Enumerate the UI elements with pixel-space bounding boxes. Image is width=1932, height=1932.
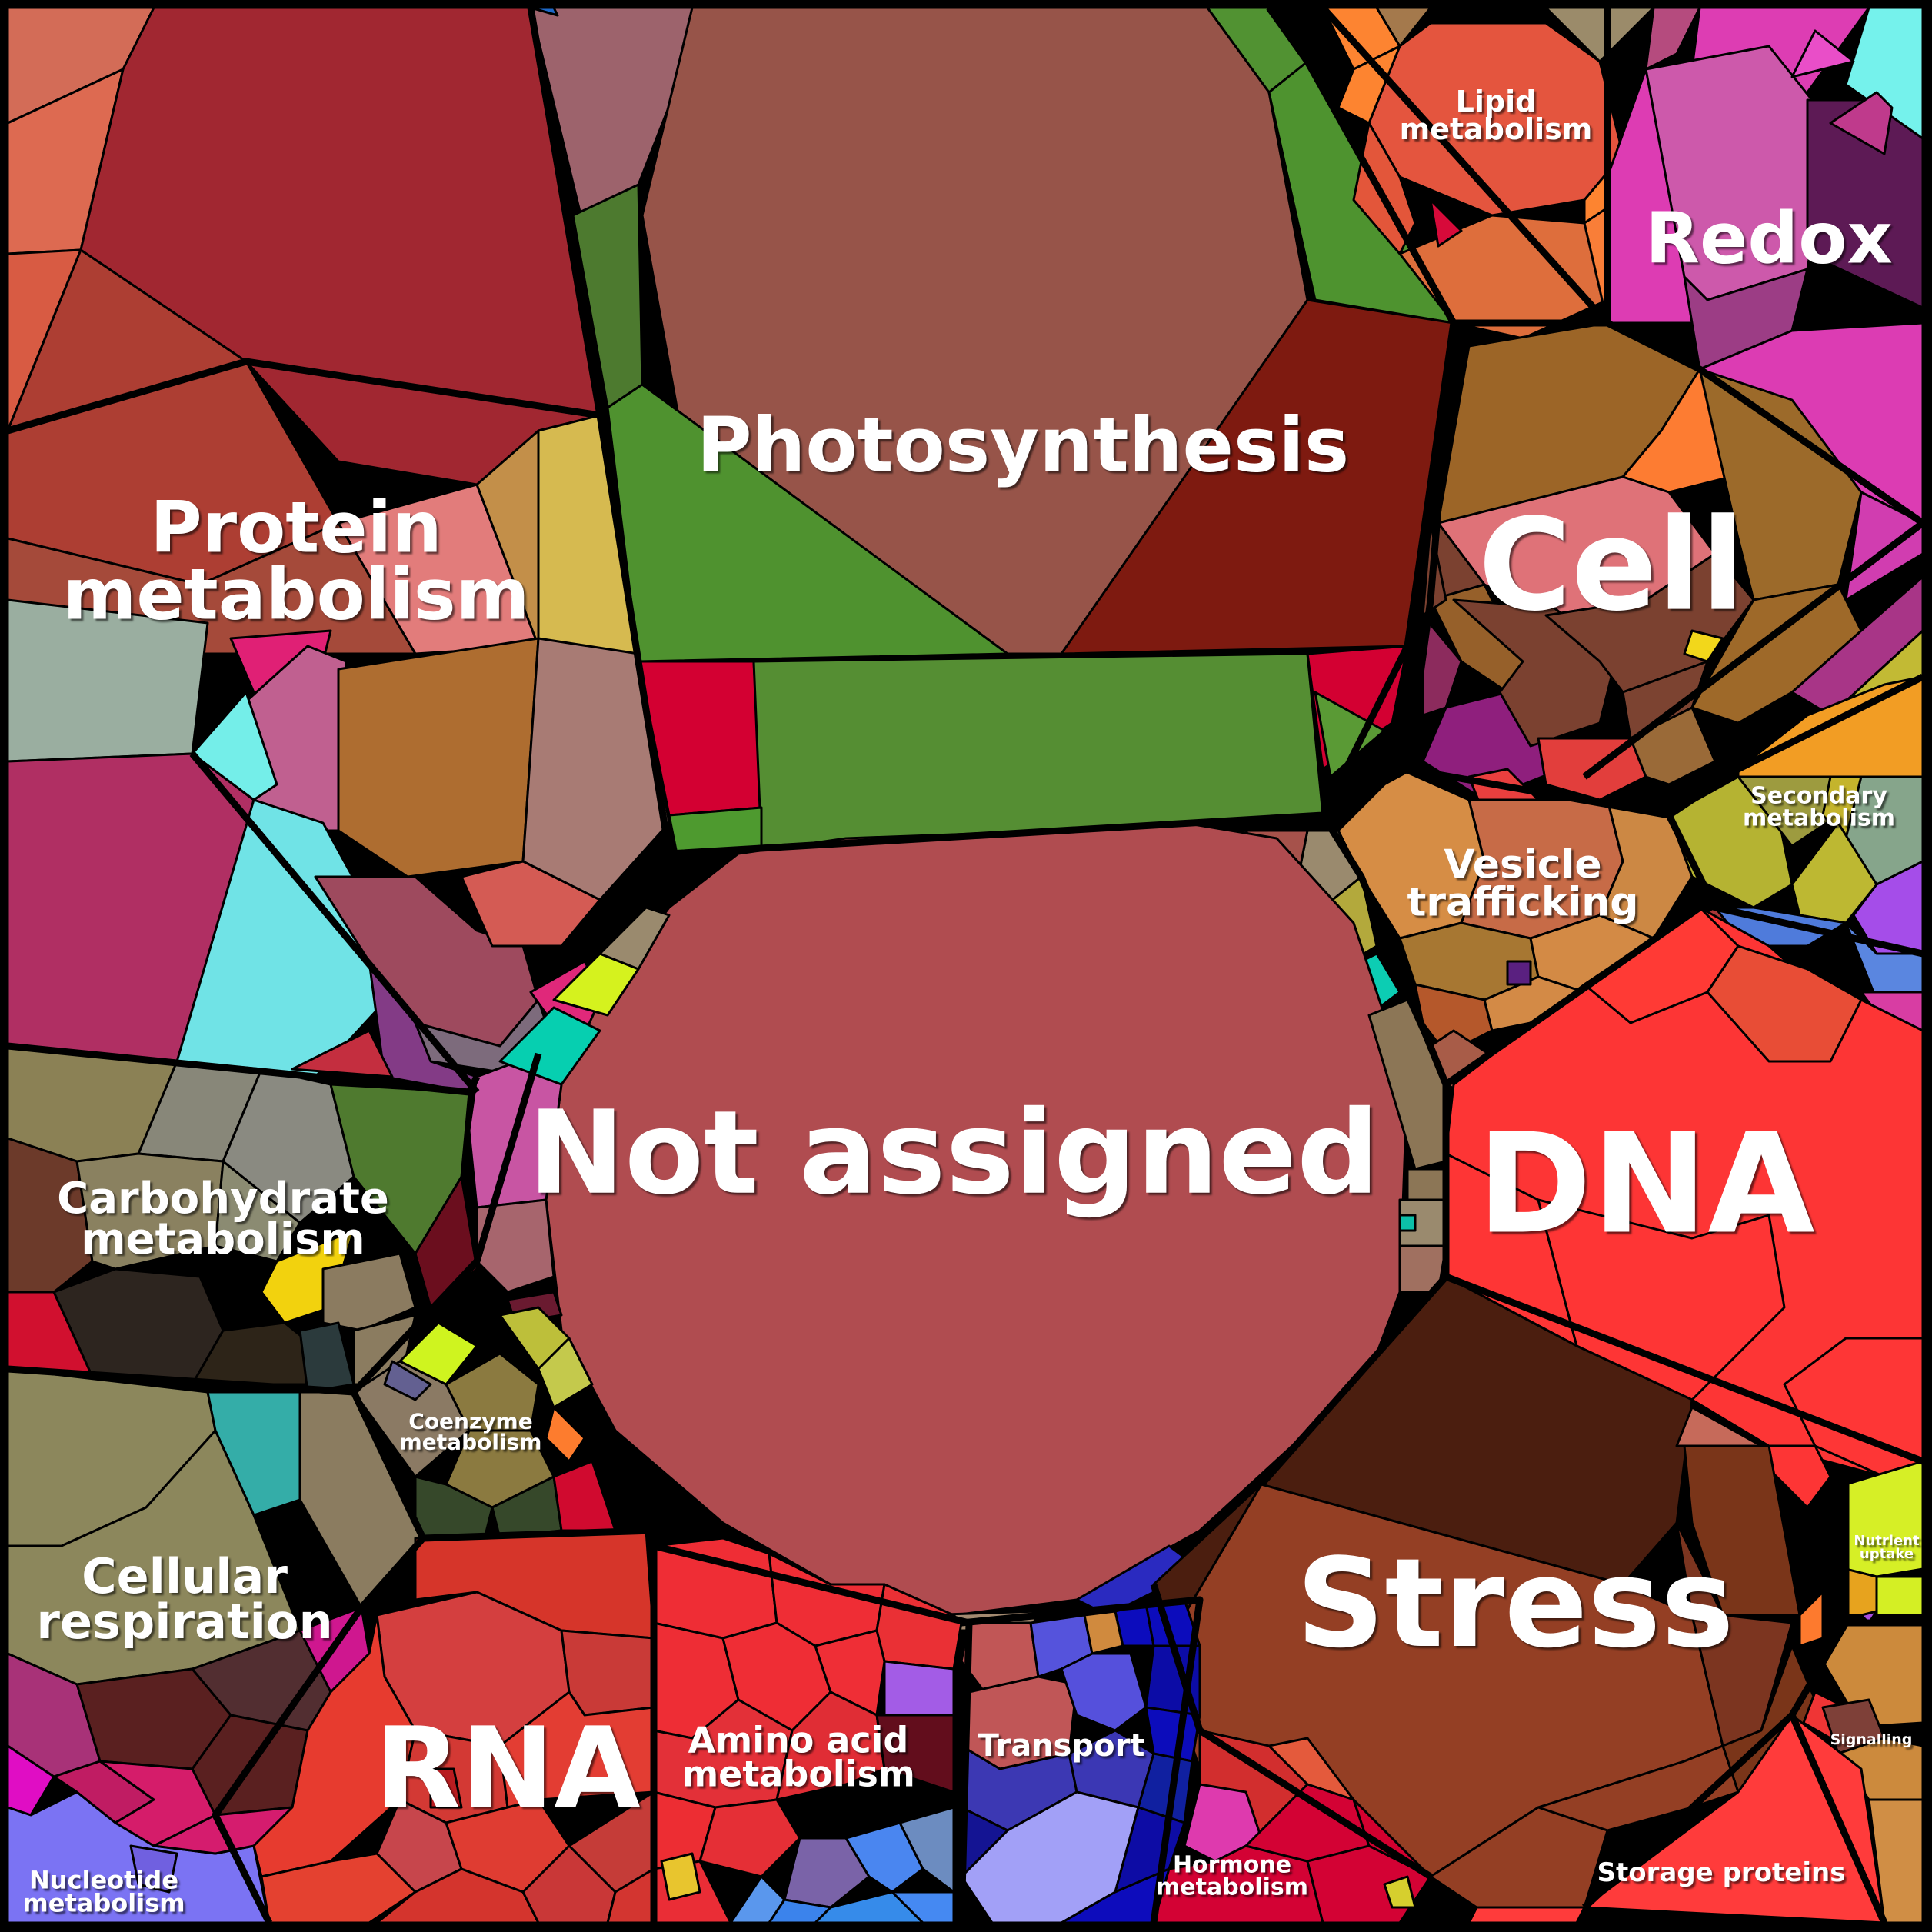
label-text: Protein metabolism <box>62 486 530 636</box>
label-hormone-metabolism: Hormone metabolism <box>1156 1851 1308 1900</box>
region-carbohydrate-metabolism <box>6 1044 478 1394</box>
region-cell <box>1421 321 1924 817</box>
region-storage-proteins <box>1467 1714 1886 1924</box>
label-nutrient-uptake: Nutrient uptake <box>1854 1534 1919 1561</box>
label-dna: DNA <box>1477 1115 1814 1254</box>
label-text: Vesicle trafficking <box>1407 841 1639 926</box>
region-amino-acid-metabolism <box>652 1537 963 1924</box>
label-signalling: Signalling <box>1830 1730 1913 1748</box>
label-text: Signalling <box>1830 1730 1913 1748</box>
label-text: Cellular respiration <box>36 1548 333 1650</box>
region-rna <box>252 1529 655 1924</box>
label-text: Lipid metabolism <box>1399 84 1593 146</box>
label-carbohydrate-metabolism: Carbohydrate metabolism <box>57 1177 389 1261</box>
label-protein-metabolism: Protein metabolism <box>62 492 529 631</box>
label-text: DNA <box>1477 1104 1815 1265</box>
label-text: Cell <box>1477 491 1745 639</box>
label-rna: RNA <box>375 1713 640 1824</box>
label-text: Amino acid metabolism <box>681 1719 915 1794</box>
label-nucleotide-metabolism: Nucleotide metabolism <box>22 1865 185 1918</box>
label-cell: Cell <box>1478 501 1744 628</box>
region-redox <box>1606 6 1924 525</box>
label-storage-proteins: Storage proteins <box>1597 1857 1846 1888</box>
label-stress: Stress <box>1296 1542 1734 1665</box>
region-cellular-respiration <box>6 1367 425 1817</box>
label-coenzyme-metabolism: Coenzyme metabolism <box>400 1411 542 1452</box>
label-text: RNA <box>375 1704 641 1834</box>
label-vesicle-trafficking: Vesicle trafficking <box>1407 845 1638 924</box>
label-amino-acid-metabolism: Amino acid metabolism <box>681 1722 915 1791</box>
region-protein-metabolism <box>6 6 671 1094</box>
label-text: Stress <box>1296 1531 1734 1675</box>
label-photosynthesis: Photosynthesis <box>697 408 1349 483</box>
label-text: Secondary metabolism <box>1743 782 1895 831</box>
label-redox: Redox <box>1645 203 1893 274</box>
region-transport <box>960 1598 1201 1924</box>
label-text: Coenzyme metabolism <box>399 1408 542 1454</box>
label-text: Hormone metabolism <box>1156 1851 1308 1900</box>
label-secondary-metabolism: Secondary metabolism <box>1743 782 1895 831</box>
label-text: Nutrient uptake <box>1854 1532 1920 1562</box>
label-not-assigned: Not assigned <box>528 1096 1380 1211</box>
label-lipid-metabolism: Lipid metabolism <box>1399 84 1593 146</box>
label-text: Nucleotide metabolism <box>22 1865 185 1918</box>
label-text: Photosynthesis <box>696 401 1350 490</box>
label-text: Not assigned <box>528 1086 1380 1221</box>
region-nucleotide-metabolism <box>6 1760 294 1924</box>
label-text: Carbohydrate metabolism <box>57 1173 389 1264</box>
label-transport: Transport <box>978 1730 1145 1761</box>
region-hormone-metabolism <box>1152 1729 1432 1924</box>
label-text: Storage proteins <box>1597 1857 1846 1888</box>
label-cellular-respiration: Cellular respiration <box>36 1553 332 1646</box>
label-text: Transport <box>978 1728 1145 1764</box>
label-text: Redox <box>1645 197 1893 280</box>
region-coenzyme-metabolism <box>352 1306 617 1540</box>
